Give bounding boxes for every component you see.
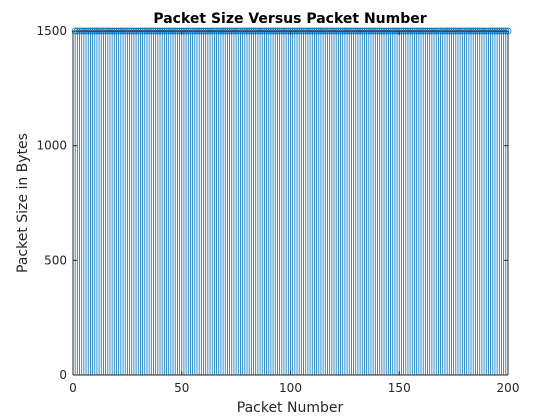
- x-tick-label: 200: [497, 381, 520, 395]
- x-tick-label: 150: [388, 381, 411, 395]
- y-ticks: 0 500 1000 1500: [36, 24, 508, 382]
- y-tick-label: 0: [59, 368, 67, 382]
- x-tick-label: 100: [279, 381, 302, 395]
- y-tick-label: 1500: [36, 24, 67, 38]
- y-tick-label: 500: [44, 253, 67, 267]
- y-tick-label: 1000: [36, 139, 67, 153]
- x-ticks: 0 50 100 150 200: [69, 31, 519, 395]
- stem-series: [71, 27, 512, 375]
- x-tick-label: 50: [174, 381, 189, 395]
- x-tick-label: 0: [69, 381, 77, 395]
- y-axis-label: Packet Size in Bytes: [15, 133, 31, 273]
- x-axis-label: Packet Number: [237, 400, 344, 416]
- chart-title: Packet Size Versus Packet Number: [153, 11, 426, 27]
